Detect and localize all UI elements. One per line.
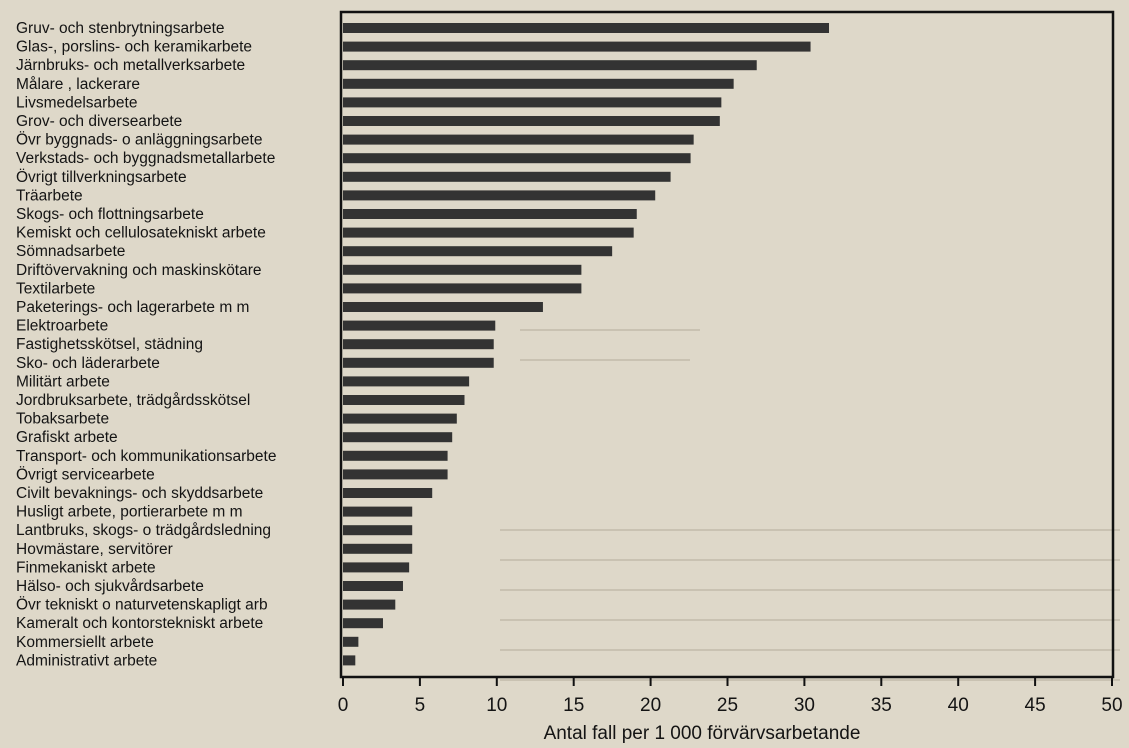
category-label: Hälso- och sjukvårdsarbete <box>16 578 204 595</box>
bar <box>343 172 671 182</box>
category-label: Övr tekniskt o naturvetenskapligt arb <box>16 596 268 614</box>
bar <box>343 42 811 52</box>
x-tick-label: 0 <box>338 695 349 716</box>
category-label: Träarbete <box>16 187 83 204</box>
x-tick-label: 15 <box>563 695 584 716</box>
x-ticks-group: 0 5 10 15 20 25 30 35 40 45 50 <box>338 677 1123 716</box>
x-tick-label: 20 <box>640 695 661 716</box>
bar <box>343 339 494 349</box>
category-label: Järnbruks- och metallverksarbete <box>16 57 245 74</box>
x-tick-label: 50 <box>1101 695 1122 716</box>
category-label: Finmekaniskt arbete <box>16 559 156 576</box>
bar <box>343 60 757 70</box>
category-label: Gruv- och stenbrytningsarbete <box>16 20 225 37</box>
bar <box>343 209 637 219</box>
category-label: Textilarbete <box>16 280 95 297</box>
category-label: Sko- och läderarbete <box>16 355 160 372</box>
category-label: Elektroarbete <box>16 318 108 335</box>
category-label: Jordbruksarbete, trädgårdsskötsel <box>16 392 250 409</box>
category-label: Militärt arbete <box>16 373 110 390</box>
bar <box>343 562 409 572</box>
bar <box>343 525 412 535</box>
bar <box>343 283 581 293</box>
category-label: Övr byggnads- o anläggningsarbete <box>16 131 262 149</box>
bar <box>343 395 465 405</box>
category-label: Paketerings- och lagerarbete m m <box>16 299 249 316</box>
category-label: Tobaksarbete <box>16 411 109 428</box>
category-label: Kemiskt och cellulosatekniskt arbete <box>16 225 266 242</box>
bar <box>343 544 412 554</box>
bar <box>343 135 694 145</box>
bar <box>343 153 691 163</box>
x-tick-label: 5 <box>415 695 426 716</box>
category-label: Administrativt arbete <box>16 652 157 669</box>
category-label: Glas-, porslins- och keramikarbete <box>16 39 252 56</box>
category-label: Transport- och kommunikationsarbete <box>16 448 276 465</box>
bar <box>343 302 543 312</box>
category-label: Civilt bevaknings- och skyddsarbete <box>16 485 263 502</box>
bar <box>343 432 452 442</box>
x-tick-label: 40 <box>948 695 969 716</box>
bar <box>343 265 581 275</box>
category-label: Kameralt och kontorstekniskt arbete <box>16 615 263 632</box>
bar <box>343 414 457 424</box>
x-tick-label: 10 <box>486 695 507 716</box>
bar <box>343 469 448 479</box>
x-tick-label: 45 <box>1025 695 1046 716</box>
bar <box>343 376 469 386</box>
category-label: Övrigt tillverkningsarbete <box>16 168 187 186</box>
category-label: Sömnadsarbete <box>16 243 125 260</box>
bar <box>343 488 432 498</box>
bar <box>343 507 412 517</box>
bar <box>343 451 448 461</box>
x-axis-title: Antal fall per 1 000 förvärvsarbetande <box>544 723 861 744</box>
category-label: Grafiskt arbete <box>16 429 118 446</box>
x-tick-label: 35 <box>871 695 892 716</box>
bar <box>343 97 721 107</box>
bar <box>343 581 403 591</box>
x-tick-label: 25 <box>717 695 738 716</box>
bar <box>343 618 383 628</box>
bar <box>343 637 358 647</box>
bar <box>343 321 495 331</box>
category-label: Fastighetsskötsel, städning <box>16 336 203 353</box>
bar <box>343 600 395 610</box>
category-label: Övrigt servicearbete <box>16 465 155 483</box>
bar <box>343 655 355 665</box>
category-label: Kommersiellt arbete <box>16 634 154 651</box>
category-label: Målare , lackerare <box>16 76 140 93</box>
category-label: Skogs- och flottningsarbete <box>16 206 204 223</box>
category-label: Hovmästare, servitörer <box>16 541 173 558</box>
category-label: Driftövervakning och maskinskötare <box>16 262 262 279</box>
category-label: Grov- och diversearbete <box>16 113 182 130</box>
bar <box>343 358 494 368</box>
category-label: Lantbruks, skogs- o trädgårdsledning <box>16 522 271 539</box>
category-label: Husligt arbete, portierarbete m m <box>16 504 243 521</box>
bar <box>343 23 829 33</box>
bars-group <box>343 23 829 665</box>
bar <box>343 190 655 200</box>
bar <box>343 79 734 89</box>
bar <box>343 228 634 238</box>
category-labels-group: Gruv- och stenbrytningsarbete Glas-, pors… <box>16 20 276 669</box>
x-tick-label: 30 <box>794 695 815 716</box>
category-label: Verkstads- och byggnadsmetallarbete <box>16 150 275 167</box>
bar <box>343 246 612 256</box>
category-label: Livsmedelsarbete <box>16 94 137 111</box>
bar <box>343 116 720 126</box>
